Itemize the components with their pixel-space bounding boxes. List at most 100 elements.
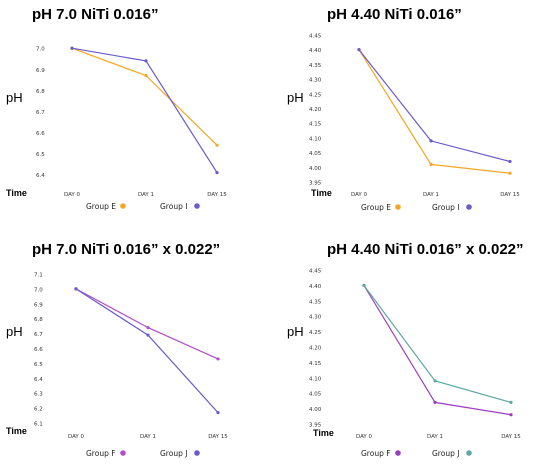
data-point — [216, 410, 220, 415]
legend-label: Group J — [432, 449, 459, 458]
y-tick-label: 4.40 — [309, 284, 322, 290]
legend-label: Group J — [160, 449, 187, 458]
y-tick-label: 3.95 — [309, 181, 322, 187]
y-tick-label: 6.5 — [36, 152, 45, 158]
x-axis-label: Time — [313, 428, 334, 438]
x-tick-label: DAY 1 — [140, 434, 156, 440]
data-point — [144, 74, 148, 78]
data-point — [215, 143, 219, 147]
series-line — [75, 288, 219, 414]
chart-panel-bottom-right: pH 4.40 NiTi 0.016” x 0.022” pH Time 4.4… — [275, 232, 550, 464]
y-tick-label: 6.8 — [34, 317, 43, 323]
x-tick-label: DAY 0 — [64, 192, 81, 198]
y-tick-label: 6.7 — [36, 110, 45, 116]
y-tick-label: 6.6 — [34, 347, 43, 353]
x-tick-label: DAY 1 — [138, 192, 154, 198]
x-tick-label: DAY 1 — [423, 192, 439, 198]
y-tick-label: 4.30 — [309, 315, 322, 321]
data-point — [433, 379, 437, 383]
legend-label: Group I — [160, 202, 187, 211]
y-tick-label: 4.00 — [309, 407, 322, 413]
y-tick-label: 4.35 — [309, 63, 322, 69]
data-point — [508, 159, 512, 164]
x-tick-label: DAY 15 — [501, 434, 521, 440]
y-tick-label: 4.10 — [309, 136, 322, 142]
y-tick-label: 3.95 — [309, 422, 322, 428]
legend-label: Group F — [361, 449, 391, 458]
chart-panel-top-right: pH 4.40 NiTi 0.016” pH Time 4.45 4.40 4.35… — [275, 0, 550, 232]
y-tick-label: 6.6 — [36, 131, 45, 137]
y-tick-label: 4.20 — [309, 107, 322, 113]
x-tick-label: DAY 15 — [500, 192, 520, 198]
legend-marker — [194, 203, 200, 209]
chart-svg: 4.45 4.40 4.35 4.30 4.25 4.20 4.15 4.10 4.05 4.00… — [309, 269, 521, 458]
y-tick-label: 4.30 — [309, 78, 322, 84]
data-point — [215, 170, 219, 175]
chart-title: pH 4.40 NiTi 0.016” — [327, 6, 462, 23]
y-tick-label: 6.8 — [36, 89, 45, 95]
data-point — [357, 48, 361, 52]
data-point — [216, 357, 220, 361]
data-point — [509, 400, 513, 404]
chart-title: pH 4.40 NiTi 0.016” x 0.022” — [327, 241, 524, 258]
x-tick-label: DAY 15 — [207, 192, 227, 198]
series-line — [363, 285, 512, 403]
y-tick-label: 4.45 — [309, 269, 322, 275]
series-line — [358, 49, 511, 163]
y-tick-label: 6.9 — [34, 302, 43, 308]
data-point — [433, 400, 437, 404]
legend-marker — [120, 450, 126, 456]
data-point — [429, 139, 433, 143]
y-tick-label: 4.05 — [309, 151, 322, 157]
y-tick-label: 4.00 — [309, 166, 322, 172]
y-axis-label: pH — [6, 324, 23, 339]
x-axis-label: Time — [311, 188, 332, 198]
y-tick-label: 4.25 — [309, 92, 322, 98]
y-tick-label: 7.1 — [34, 272, 43, 278]
y-tick-label: 6.2 — [34, 407, 43, 413]
legend-marker — [194, 450, 200, 456]
y-tick-label: 6.3 — [34, 392, 43, 398]
legend-marker — [395, 204, 401, 210]
y-axis-label: pH — [287, 324, 304, 339]
y-tick-label: 6.5 — [34, 362, 43, 368]
legend-label: Group F — [86, 449, 116, 458]
series-line — [75, 288, 219, 360]
data-point — [74, 287, 78, 291]
legend-marker — [395, 450, 401, 456]
y-axis-label: pH — [6, 90, 23, 105]
x-axis-label: Time — [6, 426, 27, 436]
y-tick-label: 4.40 — [309, 48, 322, 54]
legend-label: Group E — [86, 202, 116, 211]
data-point — [508, 171, 512, 175]
y-tick-label: 7.0 — [36, 47, 45, 53]
x-tick-label: DAY 0 — [356, 434, 373, 440]
y-tick-label: 6.4 — [34, 377, 43, 383]
legend-marker — [466, 450, 472, 456]
x-tick-label: DAY 0 — [68, 434, 85, 440]
y-tick-label: 6.4 — [36, 173, 45, 179]
y-tick-label: 4.25 — [309, 330, 322, 336]
y-tick-label: 4.35 — [309, 299, 322, 305]
y-axis-label: pH — [287, 90, 304, 105]
chart-svg: 7.0 6.9 6.8 6.7 6.6 6.5 6.4 DAY 0 DAY 1 DAY 15 Gro… — [36, 46, 227, 211]
x-tick-label: DAY 0 — [351, 192, 368, 198]
x-axis-label: Time — [6, 188, 27, 198]
y-tick-label: 4.45 — [309, 33, 322, 39]
data-point — [429, 162, 433, 167]
y-tick-label: 4.10 — [309, 376, 322, 382]
series-line — [363, 285, 512, 416]
series-line — [71, 47, 218, 173]
chart-svg: 4.45 4.40 4.35 4.30 4.25 4.20 4.15 4.10 4.05 4.00… — [309, 33, 520, 212]
data-point — [362, 283, 366, 288]
y-tick-label: 7.0 — [34, 287, 43, 293]
data-point — [144, 59, 148, 63]
legend-label: Group I — [432, 203, 459, 212]
chart-title: pH 7.0 NiTi 0.016” — [32, 6, 159, 23]
x-tick-label: DAY 1 — [427, 434, 443, 440]
chart-title: pH 7.0 NiTi 0.016” x 0.022” — [32, 241, 221, 258]
series-line — [358, 49, 511, 174]
chart-svg: 7.1 7.0 6.9 6.8 6.7 6.6 6.5 6.4 6.3 6.2 6.1 DAY 0 DA… — [34, 272, 228, 458]
data-point — [509, 413, 513, 417]
y-tick-label: 4.20 — [309, 346, 322, 352]
